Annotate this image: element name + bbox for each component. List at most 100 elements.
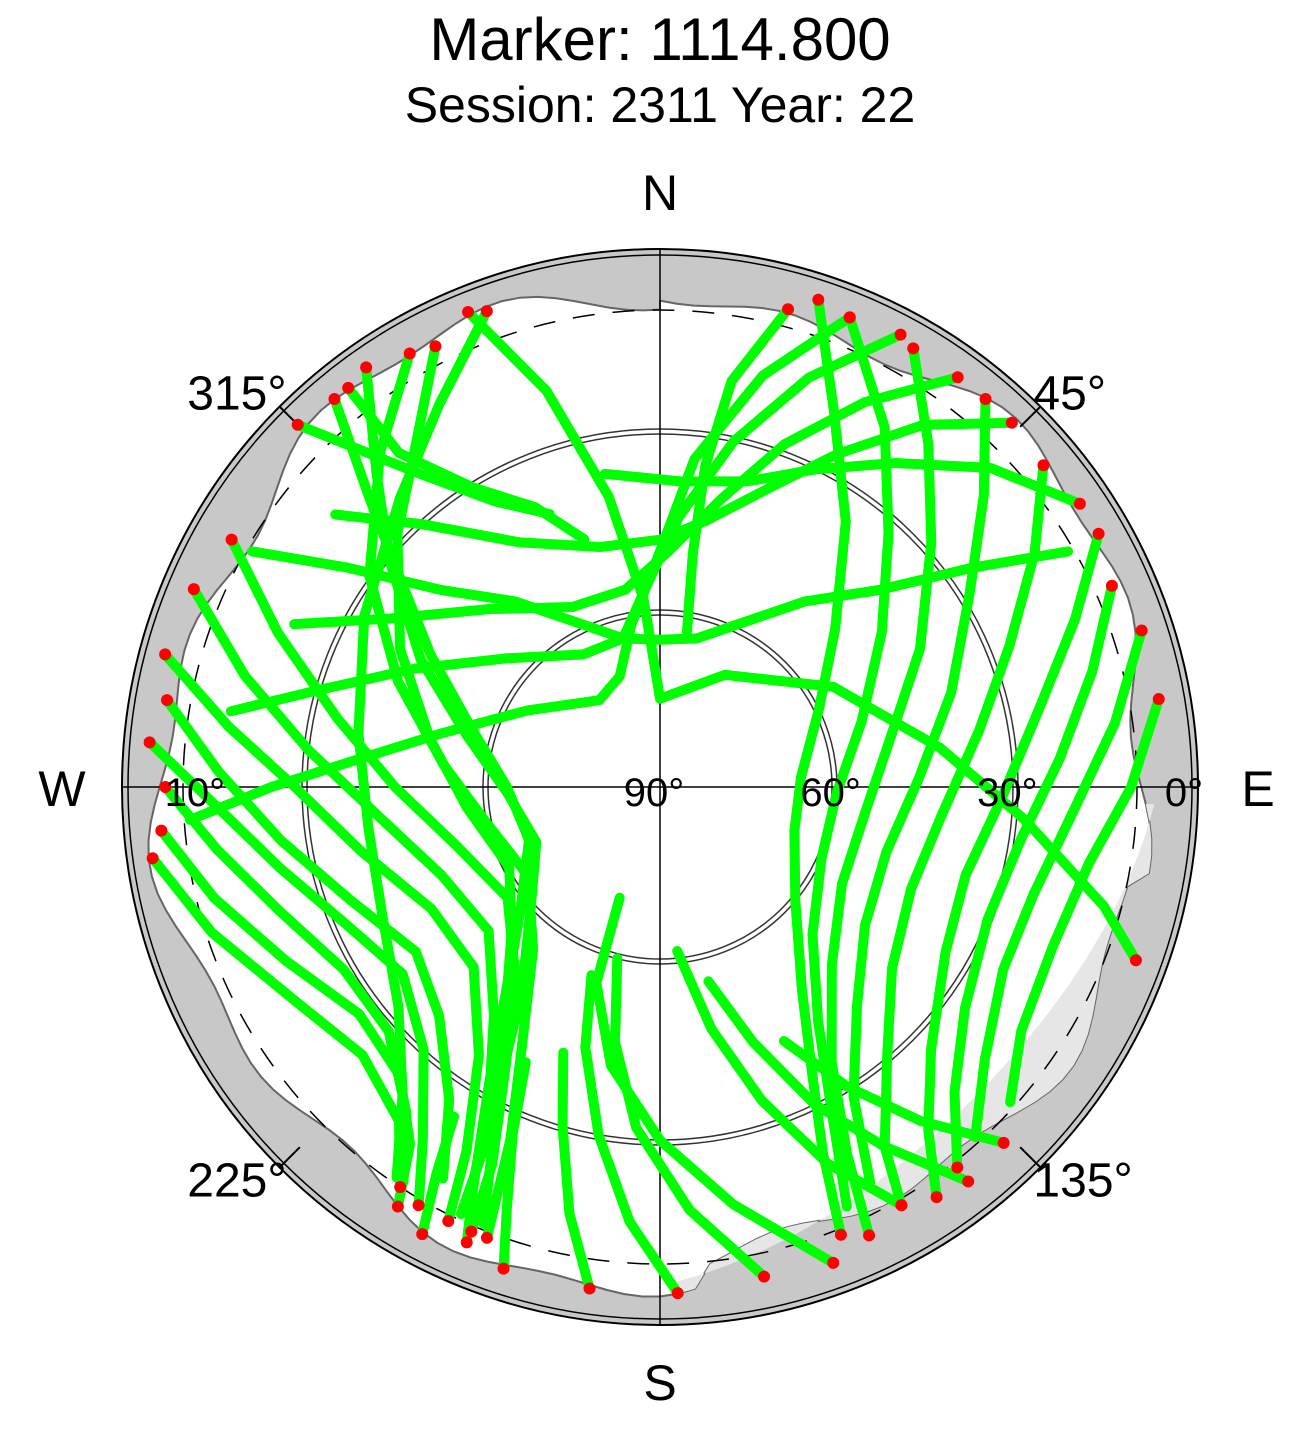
elevation-label-30: 30° <box>977 771 1038 815</box>
satellite-track <box>826 343 937 1241</box>
low-elevation-point <box>583 1282 596 1295</box>
satellite-track <box>185 312 855 825</box>
low-elevation-point <box>391 1200 404 1213</box>
low-elevation-point <box>1105 579 1118 592</box>
compass-west: W <box>38 761 86 817</box>
low-elevation-point <box>758 1270 771 1283</box>
low-elevation-point <box>1092 527 1105 540</box>
satellite-track <box>1005 694 1164 1108</box>
low-elevation-points <box>143 293 1165 1300</box>
low-elevation-point <box>812 293 825 306</box>
low-elevation-point <box>1005 416 1018 429</box>
satellite-track <box>225 329 906 717</box>
azimuth-labels: 45° 135° 225° 315° <box>187 368 1132 1208</box>
low-elevation-point <box>480 305 493 318</box>
satellite-track <box>681 304 793 642</box>
low-elevation-point <box>159 781 172 793</box>
low-elevation-point <box>187 583 200 596</box>
satellite-track <box>289 372 963 630</box>
low-elevation-point <box>403 347 416 360</box>
satellite-track <box>789 294 851 1240</box>
low-elevation-point <box>155 824 168 837</box>
satellite-track <box>144 737 429 1211</box>
satellite-track <box>580 970 683 1299</box>
azimuth-label-45: 45° <box>1033 368 1106 421</box>
low-elevation-point <box>465 1225 478 1238</box>
elevation-labels: 0° 30° 60° 90° 10° <box>165 771 1203 815</box>
low-elevation-point <box>146 852 159 865</box>
low-elevation-point <box>462 305 475 318</box>
compass-north: N <box>642 165 678 221</box>
low-elevation-point <box>480 1231 493 1244</box>
low-elevation-point <box>827 1256 840 1269</box>
low-elevation-point <box>360 361 373 374</box>
low-elevation-point <box>997 1136 1010 1149</box>
satellite-tracks <box>144 294 1164 1299</box>
satellite-track <box>610 953 770 1282</box>
low-elevation-point <box>951 371 964 384</box>
elevation-label-0: 0° <box>1165 771 1203 815</box>
satellite-track <box>970 625 1147 1143</box>
shadow-region <box>677 804 1155 1294</box>
azimuth-label-135: 135° <box>1033 1154 1132 1207</box>
satellite-track <box>703 976 974 1187</box>
low-elevation-point <box>671 1287 684 1300</box>
low-elevation-point <box>328 393 341 406</box>
low-elevation-point <box>429 340 442 353</box>
low-elevation-point <box>225 533 238 546</box>
azimuth-label-315: 315° <box>187 368 286 421</box>
low-elevation-point <box>894 328 907 341</box>
low-elevation-point <box>143 736 156 749</box>
low-elevation-point <box>979 393 992 406</box>
chart-title: Marker: 1114.800 <box>429 6 890 73</box>
azimuth-tick-135 <box>1019 1146 1042 1169</box>
low-elevation-point <box>460 1236 473 1249</box>
satellite-track <box>591 892 839 1268</box>
satellite-track <box>807 312 894 1212</box>
low-elevation-point <box>1129 954 1142 967</box>
azimuth-tick-45 <box>1019 405 1042 428</box>
satellite-track <box>672 946 907 1211</box>
low-elevation-point <box>1073 497 1086 510</box>
low-elevation-point <box>1037 459 1050 472</box>
satellite-track <box>498 1057 531 1274</box>
elevation-label-90: 90° <box>624 771 685 815</box>
satellite-track <box>778 1036 1009 1148</box>
low-elevation-point <box>412 1199 425 1212</box>
low-elevation-point <box>951 1161 964 1174</box>
satellite-track <box>599 458 1085 509</box>
low-elevation-point <box>1135 624 1148 637</box>
low-elevation-point <box>834 1228 847 1241</box>
compass-south: S <box>643 1355 676 1411</box>
satellite-track <box>949 580 1117 1173</box>
low-elevation-point <box>843 311 856 324</box>
elevation-label-10: 10° <box>165 771 226 815</box>
low-elevation-point <box>161 694 174 707</box>
compass-east: E <box>1241 761 1274 817</box>
satellite-track <box>557 1047 595 1294</box>
low-elevation-point <box>962 1175 975 1188</box>
satellite-track <box>353 306 492 1183</box>
low-elevation-point <box>394 1181 407 1194</box>
low-elevation-point <box>782 303 795 316</box>
elevation-label-60: 60° <box>800 771 861 815</box>
satellite-track <box>160 649 484 1226</box>
low-elevation-point <box>863 1229 876 1242</box>
satellite-track <box>417 1111 459 1240</box>
compass-labels: N S W E <box>38 165 1274 1411</box>
satellite-track <box>247 546 1073 645</box>
satellite-track <box>156 825 415 1212</box>
azimuth-tick-225 <box>278 1146 301 1169</box>
low-elevation-point <box>442 1215 455 1228</box>
low-elevation-point <box>930 1191 943 1204</box>
low-elevation-point <box>342 381 355 394</box>
low-elevation-point <box>159 648 172 661</box>
chart-subtitle: Session: 2311 Year: 22 <box>405 77 916 133</box>
low-elevation-point <box>291 418 304 431</box>
satellite-track <box>226 534 520 1237</box>
low-elevation-point <box>1152 693 1165 706</box>
low-elevation-point <box>416 1228 429 1241</box>
low-elevation-point <box>497 1262 510 1275</box>
azimuth-label-225: 225° <box>187 1154 286 1207</box>
